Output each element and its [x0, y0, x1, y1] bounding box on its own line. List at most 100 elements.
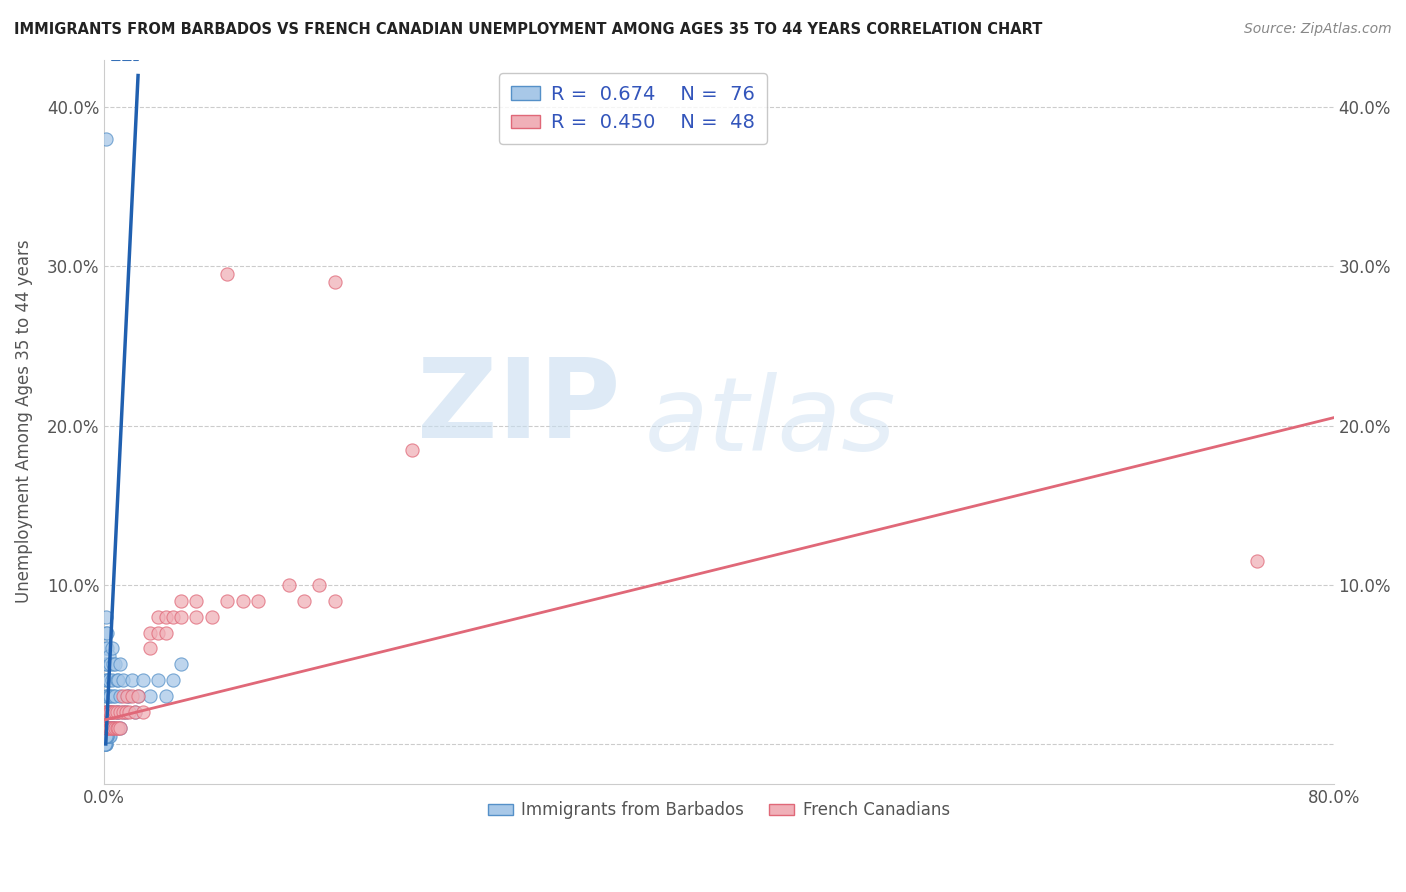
Point — [186, 609, 208, 624]
Point — [94, 705, 117, 719]
Point — [96, 729, 118, 743]
Point — [105, 673, 128, 688]
Point — [94, 729, 117, 743]
Point — [186, 593, 208, 607]
Point — [111, 705, 134, 719]
Point — [96, 657, 118, 672]
Point — [146, 609, 169, 624]
Point — [94, 705, 117, 719]
Point — [104, 721, 127, 735]
Point — [277, 578, 299, 592]
Point — [217, 593, 239, 607]
Point — [101, 721, 124, 735]
Point — [94, 689, 117, 703]
Point — [117, 689, 139, 703]
Point — [94, 729, 117, 743]
Point — [323, 593, 346, 607]
Point — [94, 641, 117, 656]
Point — [139, 689, 162, 703]
Point — [94, 737, 117, 751]
Point — [146, 673, 169, 688]
Point — [94, 721, 117, 735]
Point — [162, 673, 184, 688]
Point — [118, 705, 141, 719]
Point — [94, 609, 117, 624]
Point — [111, 673, 134, 688]
Point — [105, 721, 128, 735]
Point — [94, 657, 117, 672]
Point — [114, 705, 136, 719]
Text: IMMIGRANTS FROM BARBADOS VS FRENCH CANADIAN UNEMPLOYMENT AMONG AGES 35 TO 44 YEA: IMMIGRANTS FROM BARBADOS VS FRENCH CANAD… — [14, 22, 1042, 37]
Point — [94, 729, 117, 743]
Point — [100, 705, 122, 719]
Point — [97, 649, 120, 664]
Point — [104, 705, 127, 719]
Point — [101, 641, 124, 656]
Point — [94, 729, 117, 743]
Point — [131, 673, 153, 688]
Point — [401, 442, 423, 457]
Point — [97, 673, 120, 688]
Point — [170, 609, 193, 624]
Point — [118, 689, 141, 703]
Point — [107, 673, 129, 688]
Point — [127, 689, 149, 703]
Point — [323, 276, 346, 290]
Point — [97, 705, 120, 719]
Point — [96, 705, 118, 719]
Point — [104, 721, 127, 735]
Point — [94, 729, 117, 743]
Point — [217, 268, 239, 282]
Point — [103, 721, 125, 735]
Point — [103, 657, 125, 672]
Text: ZIP: ZIP — [418, 354, 620, 460]
Point — [105, 705, 128, 719]
Y-axis label: Unemployment Among Ages 35 to 44 years: Unemployment Among Ages 35 to 44 years — [15, 240, 32, 604]
Point — [97, 689, 120, 703]
Point — [103, 721, 125, 735]
Point — [170, 657, 193, 672]
Point — [96, 689, 118, 703]
Point — [1246, 554, 1268, 568]
Point — [114, 705, 136, 719]
Point — [111, 705, 134, 719]
Point — [96, 625, 118, 640]
Text: Source: ZipAtlas.com: Source: ZipAtlas.com — [1244, 22, 1392, 37]
Point — [146, 625, 169, 640]
Point — [96, 721, 118, 735]
Point — [96, 729, 118, 743]
Point — [100, 721, 122, 735]
Point — [94, 737, 117, 751]
Point — [97, 721, 120, 735]
Point — [155, 625, 177, 640]
Point — [96, 721, 118, 735]
Point — [94, 729, 117, 743]
Point — [308, 578, 330, 592]
Point — [124, 705, 146, 719]
Point — [127, 689, 149, 703]
Point — [139, 641, 162, 656]
Point — [96, 729, 118, 743]
Point — [108, 705, 131, 719]
Point — [124, 705, 146, 719]
Point — [170, 593, 193, 607]
Point — [94, 737, 117, 751]
Point — [105, 705, 128, 719]
Point — [100, 721, 122, 735]
Point — [201, 609, 224, 624]
Point — [94, 673, 117, 688]
Point — [108, 721, 131, 735]
Point — [96, 729, 118, 743]
Point — [232, 593, 254, 607]
Point — [246, 593, 269, 607]
Point — [111, 689, 134, 703]
Point — [94, 729, 117, 743]
Point — [97, 721, 120, 735]
Point — [108, 689, 131, 703]
Point — [103, 689, 125, 703]
Point — [100, 657, 122, 672]
Point — [107, 705, 129, 719]
Point — [101, 721, 124, 735]
Point — [97, 705, 120, 719]
Point — [94, 625, 117, 640]
